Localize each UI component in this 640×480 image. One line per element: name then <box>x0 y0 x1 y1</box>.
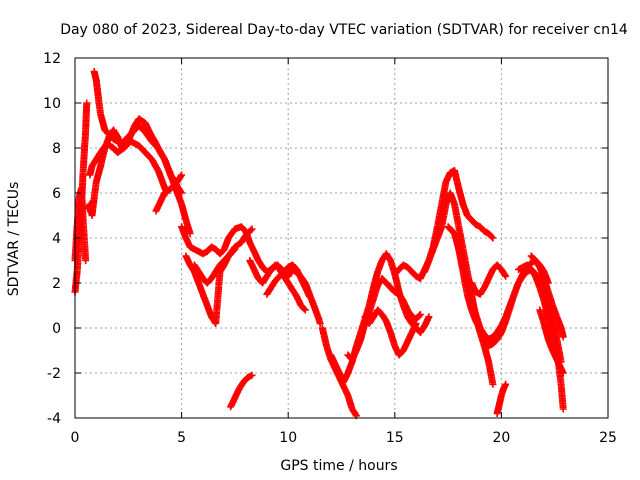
y-tick-label: -4 <box>47 411 61 427</box>
data-point-markers <box>493 380 510 417</box>
y-tick-labels: -4 -2 0 2 4 6 8 10 12 <box>43 51 61 427</box>
series-track-8 <box>182 225 256 327</box>
y-tick-label: 10 <box>43 96 61 112</box>
series-track-16 <box>361 306 420 359</box>
data-point-markers <box>361 306 420 359</box>
series-track-11 <box>263 261 313 300</box>
data-points <box>71 68 567 420</box>
series-track-10 <box>246 257 309 314</box>
series-track-21 <box>468 261 510 298</box>
data-point-markers <box>90 68 186 197</box>
data-point-markers <box>86 137 171 197</box>
y-axis-label: SDTVAR / TECUs <box>6 182 22 297</box>
data-point-markers <box>182 225 256 327</box>
x-tick-label: 0 <box>71 430 80 446</box>
chart-title: Day 080 of 2023, Sidereal Day-to-day VTE… <box>60 22 628 38</box>
series-track-22 <box>493 380 510 417</box>
data-point-markers <box>246 257 309 314</box>
series-track-25 <box>536 306 567 377</box>
axis-ticks <box>74 57 609 419</box>
y-tick-label: -2 <box>47 366 61 382</box>
series-track-12 <box>227 371 256 411</box>
data-point-markers <box>263 261 313 300</box>
x-tick-label: 10 <box>279 430 297 446</box>
data-point-markers <box>468 261 510 298</box>
x-tick-label: 25 <box>599 430 617 446</box>
x-tick-label: 20 <box>492 430 510 446</box>
series-track-4 <box>90 68 186 197</box>
series-track-5 <box>86 137 171 197</box>
data-point-markers <box>152 171 186 215</box>
y-tick-label: 8 <box>52 141 61 157</box>
series-track-6 <box>152 171 186 215</box>
data-point-markers <box>190 245 239 287</box>
series-track-24 <box>527 252 567 341</box>
y-tick-label: 2 <box>52 276 61 292</box>
series-track-9 <box>190 245 239 287</box>
data-point-markers <box>227 371 256 411</box>
x-tick-label: 5 <box>177 430 186 446</box>
x-axis-label: GPS time / hours <box>280 458 397 474</box>
x-tick-labels: 0 5 10 15 20 25 <box>71 430 617 446</box>
y-tick-label: 0 <box>52 321 61 337</box>
y-tick-label: 12 <box>43 51 61 67</box>
x-tick-label: 15 <box>386 430 404 446</box>
grid-lines <box>75 58 608 418</box>
y-tick-label: 4 <box>52 231 61 247</box>
y-tick-label: 6 <box>52 186 61 202</box>
data-point-markers <box>527 252 567 341</box>
data-point-markers <box>536 306 567 377</box>
